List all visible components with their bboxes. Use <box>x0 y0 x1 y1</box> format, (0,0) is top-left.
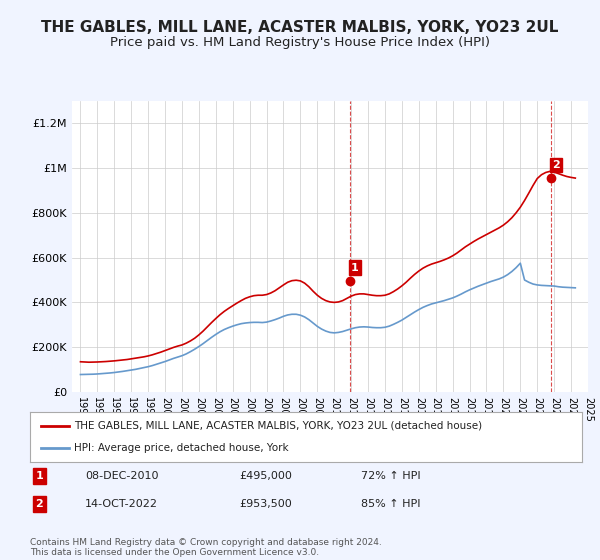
Text: HPI: Average price, detached house, York: HPI: Average price, detached house, York <box>74 443 289 453</box>
Text: THE GABLES, MILL LANE, ACASTER MALBIS, YORK, YO23 2UL (detached house): THE GABLES, MILL LANE, ACASTER MALBIS, Y… <box>74 421 482 431</box>
Text: Contains HM Land Registry data © Crown copyright and database right 2024.
This d: Contains HM Land Registry data © Crown c… <box>30 538 382 557</box>
Text: 72% ↑ HPI: 72% ↑ HPI <box>361 471 421 481</box>
Text: 2: 2 <box>35 499 43 509</box>
Text: £953,500: £953,500 <box>240 499 293 509</box>
Text: 85% ↑ HPI: 85% ↑ HPI <box>361 499 421 509</box>
Text: 14-OCT-2022: 14-OCT-2022 <box>85 499 158 509</box>
Text: 1: 1 <box>351 263 359 273</box>
Text: £495,000: £495,000 <box>240 471 293 481</box>
Text: 2: 2 <box>552 160 560 170</box>
Text: 1: 1 <box>35 471 43 481</box>
Text: THE GABLES, MILL LANE, ACASTER MALBIS, YORK, YO23 2UL: THE GABLES, MILL LANE, ACASTER MALBIS, Y… <box>41 20 559 35</box>
Text: 08-DEC-2010: 08-DEC-2010 <box>85 471 158 481</box>
Text: Price paid vs. HM Land Registry's House Price Index (HPI): Price paid vs. HM Land Registry's House … <box>110 36 490 49</box>
